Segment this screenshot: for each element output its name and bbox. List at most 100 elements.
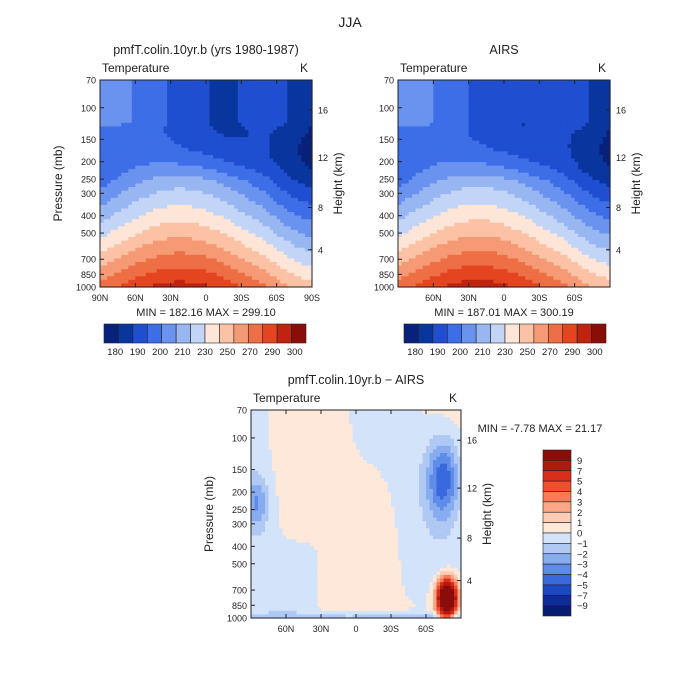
contour-cell xyxy=(511,147,516,152)
contour-cell xyxy=(493,133,498,138)
contour-cell xyxy=(184,87,189,92)
contour-cell xyxy=(280,265,285,270)
contour-cell xyxy=(447,87,452,92)
contour-cell xyxy=(602,94,608,99)
contour-cell xyxy=(269,165,274,170)
contour-cell xyxy=(103,212,108,217)
contour-cell xyxy=(131,204,136,210)
contour-cell xyxy=(174,172,179,177)
contour-cell xyxy=(429,104,434,110)
contour-cell xyxy=(206,119,211,124)
contour-cell xyxy=(259,240,264,245)
contour-cell xyxy=(599,144,604,149)
contour-cell xyxy=(269,90,274,95)
contour-cell xyxy=(301,247,306,252)
contour-cell xyxy=(248,80,253,85)
contour-cell xyxy=(581,144,586,149)
contour-cell xyxy=(479,158,484,163)
contour-cell xyxy=(131,90,136,95)
contour-cell xyxy=(255,240,260,245)
contour-cell xyxy=(294,269,299,274)
contour-cell xyxy=(241,204,246,210)
contour-cell xyxy=(560,151,565,156)
contour-cell xyxy=(251,262,257,267)
contour-cell xyxy=(188,233,193,238)
contour-cell xyxy=(255,247,260,252)
contour-cell xyxy=(574,97,579,103)
contour-cell xyxy=(223,151,228,156)
contour-cell xyxy=(419,137,424,142)
contour-cell xyxy=(163,90,168,95)
contour-cell xyxy=(195,187,200,192)
contour-cell xyxy=(191,197,196,202)
contour-cell xyxy=(297,179,302,185)
contour-cell xyxy=(560,119,565,124)
contour-cell xyxy=(145,276,151,281)
contour-cell xyxy=(131,240,136,245)
contour-cell xyxy=(528,151,533,156)
contour-cell xyxy=(276,208,281,213)
contour-cell xyxy=(230,80,235,85)
contour-cell xyxy=(117,133,122,138)
contour-cell xyxy=(557,101,562,106)
contour-cell xyxy=(107,94,112,99)
contour-cell xyxy=(504,115,509,120)
contour-cell xyxy=(167,187,172,192)
contour-cell xyxy=(213,208,218,213)
contour-cell xyxy=(110,258,115,263)
contour-cell xyxy=(198,97,204,103)
contour-cell xyxy=(578,162,583,167)
contour-cell xyxy=(170,208,175,213)
contour-cell xyxy=(294,151,299,156)
contour-cell xyxy=(237,269,242,274)
contour-cell xyxy=(153,208,158,213)
contour-cell xyxy=(198,137,204,142)
contour-cell xyxy=(592,162,597,167)
contour-cell xyxy=(131,233,136,238)
contour-cell xyxy=(198,197,204,202)
contour-cell xyxy=(223,179,228,185)
contour-cell xyxy=(287,283,292,288)
contour-cell xyxy=(398,83,403,88)
contour-cell xyxy=(479,115,484,120)
contour-cell xyxy=(174,269,179,274)
contour-cell xyxy=(167,201,172,206)
contour-cell xyxy=(571,115,576,120)
contour-cell xyxy=(560,94,565,99)
contour-cell xyxy=(167,229,172,235)
contour-cell xyxy=(184,262,189,267)
contour-cell xyxy=(213,162,218,167)
contour-cell xyxy=(287,140,292,145)
contour-cell xyxy=(273,251,278,256)
contour-cell xyxy=(458,122,463,127)
contour-cell xyxy=(100,176,105,181)
contour-cell xyxy=(276,158,281,163)
contour-cell xyxy=(184,233,189,238)
contour-cell xyxy=(107,151,112,156)
contour-cell xyxy=(124,129,129,135)
contour-cell xyxy=(138,90,143,95)
contour-cell xyxy=(301,244,306,249)
contour-cell xyxy=(297,133,302,138)
contour-cell xyxy=(230,201,235,206)
contour-cell xyxy=(549,119,555,124)
contour-cell xyxy=(433,101,438,106)
contour-cell xyxy=(433,137,438,142)
contour-cell xyxy=(241,158,246,163)
contour-cell xyxy=(188,133,193,138)
contour-cell xyxy=(181,112,186,117)
contour-cell xyxy=(202,158,207,163)
contour-cell xyxy=(213,254,218,260)
contour-cell xyxy=(188,201,193,206)
contour-cell xyxy=(170,237,175,242)
contour-cell xyxy=(535,129,540,135)
contour-cell xyxy=(567,115,572,120)
contour-cell xyxy=(114,87,119,92)
contour-cell xyxy=(100,172,105,177)
contour-cell xyxy=(216,97,221,103)
contour-cell xyxy=(114,133,119,138)
contour-cell xyxy=(177,251,182,256)
contour-cell xyxy=(170,240,175,245)
contour-cell xyxy=(542,80,547,85)
contour-cell xyxy=(454,97,459,103)
